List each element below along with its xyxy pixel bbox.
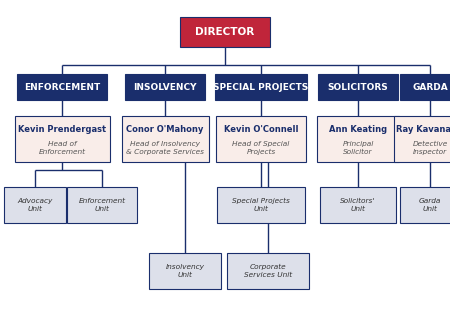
Text: Ann Keating: Ann Keating bbox=[329, 125, 387, 134]
Text: Solicitors'
Unit: Solicitors' Unit bbox=[340, 198, 376, 212]
Text: Kevin O'Connell: Kevin O'Connell bbox=[224, 125, 298, 134]
FancyBboxPatch shape bbox=[318, 74, 398, 100]
FancyBboxPatch shape bbox=[320, 187, 396, 223]
Text: SOLICITORS: SOLICITORS bbox=[328, 82, 388, 92]
Text: Head of
Enforcement: Head of Enforcement bbox=[39, 141, 86, 155]
FancyBboxPatch shape bbox=[217, 187, 305, 223]
FancyBboxPatch shape bbox=[4, 187, 66, 223]
Text: SPECIAL PROJECTS: SPECIAL PROJECTS bbox=[213, 82, 309, 92]
FancyBboxPatch shape bbox=[125, 74, 205, 100]
FancyBboxPatch shape bbox=[400, 187, 450, 223]
Text: Head of Insolvency
& Corporate Services: Head of Insolvency & Corporate Services bbox=[126, 141, 204, 155]
FancyBboxPatch shape bbox=[400, 74, 450, 100]
Text: Insolvency
Unit: Insolvency Unit bbox=[166, 264, 204, 278]
Text: Head of Special
Projects: Head of Special Projects bbox=[232, 141, 290, 155]
Text: Ray Kavanagh: Ray Kavanagh bbox=[396, 125, 450, 134]
Text: Special Projects
Unit: Special Projects Unit bbox=[232, 198, 290, 212]
FancyBboxPatch shape bbox=[149, 253, 221, 289]
Text: Principal
Solicitor: Principal Solicitor bbox=[342, 141, 373, 155]
FancyBboxPatch shape bbox=[227, 253, 309, 289]
Text: Corporate
Services Unit: Corporate Services Unit bbox=[244, 264, 292, 278]
Text: Detective
Inspector: Detective Inspector bbox=[412, 141, 448, 155]
Text: Kevin Prendergast: Kevin Prendergast bbox=[18, 125, 106, 134]
FancyBboxPatch shape bbox=[317, 116, 399, 162]
Text: GARDA: GARDA bbox=[412, 82, 448, 92]
FancyBboxPatch shape bbox=[14, 116, 109, 162]
Text: INSOLVENCY: INSOLVENCY bbox=[133, 82, 197, 92]
Text: Garda
Unit: Garda Unit bbox=[419, 198, 441, 212]
FancyBboxPatch shape bbox=[215, 74, 307, 100]
Text: Conor O'Mahony: Conor O'Mahony bbox=[126, 125, 204, 134]
Text: Enforcement
Unit: Enforcement Unit bbox=[78, 198, 126, 212]
FancyBboxPatch shape bbox=[394, 116, 450, 162]
Text: DIRECTOR: DIRECTOR bbox=[195, 27, 255, 37]
FancyBboxPatch shape bbox=[216, 116, 306, 162]
FancyBboxPatch shape bbox=[180, 17, 270, 47]
Text: Advocacy
Unit: Advocacy Unit bbox=[17, 198, 53, 212]
FancyBboxPatch shape bbox=[17, 74, 107, 100]
Text: ENFORCEMENT: ENFORCEMENT bbox=[24, 82, 100, 92]
FancyBboxPatch shape bbox=[122, 116, 208, 162]
FancyBboxPatch shape bbox=[67, 187, 137, 223]
